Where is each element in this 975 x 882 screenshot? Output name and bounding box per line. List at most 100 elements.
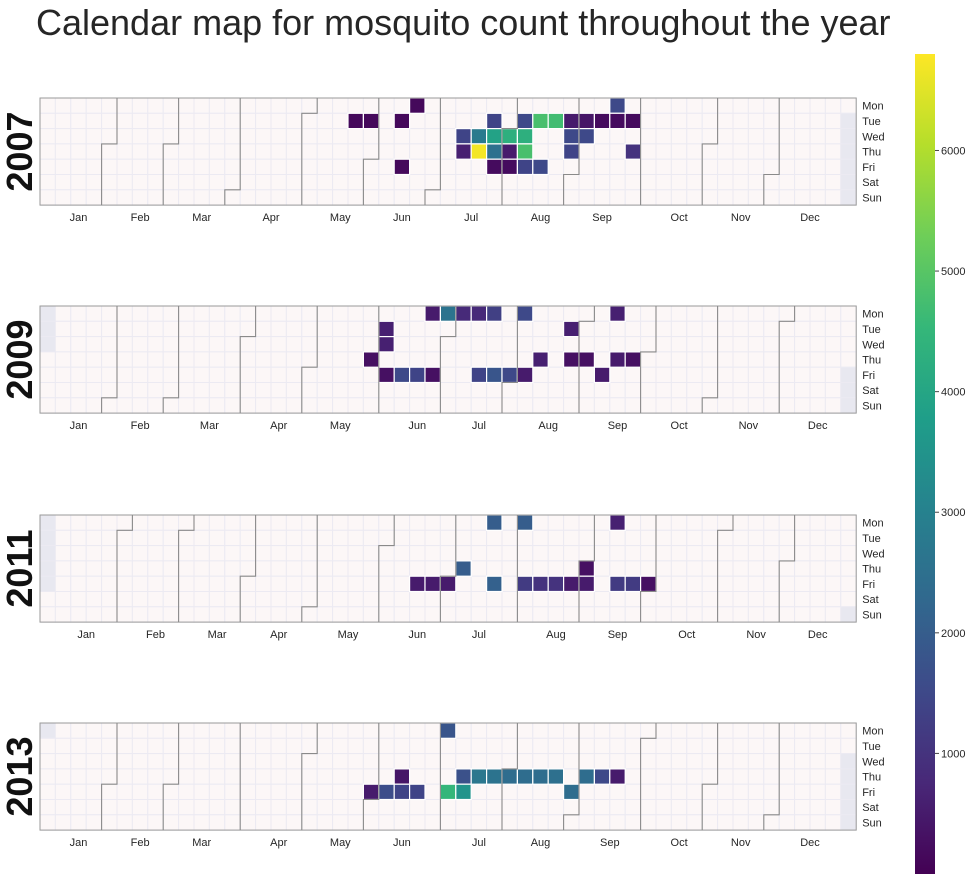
day-cell [70, 336, 87, 353]
day-cell [532, 560, 549, 577]
outside-cell [840, 366, 857, 384]
day-cell [178, 97, 195, 114]
day-cell [563, 514, 580, 531]
day-cell [101, 97, 118, 114]
day-cell [285, 320, 303, 338]
day-cell [470, 320, 488, 338]
day-cell [563, 97, 580, 114]
day-cell [255, 814, 272, 831]
day-cell [70, 529, 87, 547]
day-cell [393, 397, 411, 414]
data-cell [532, 351, 549, 368]
day-cell [701, 545, 719, 562]
month-label: Nov [731, 212, 751, 224]
day-cell [116, 560, 133, 577]
day-cell [655, 783, 672, 801]
month-label: Dec [808, 629, 828, 641]
day-cell [162, 606, 180, 623]
day-cell [763, 351, 780, 368]
day-cell [439, 737, 457, 755]
day-cell [208, 97, 226, 114]
data-cell [562, 143, 580, 160]
day-cell [593, 514, 611, 531]
day-cell [701, 336, 719, 353]
day-cell [424, 514, 441, 531]
day-cell [39, 768, 56, 785]
data-cell [578, 112, 595, 130]
weekday-label: Sun [862, 192, 882, 204]
day-cell [409, 174, 426, 191]
day-cell [424, 143, 441, 160]
data-cell [609, 97, 626, 114]
month-boundary [640, 515, 657, 623]
day-cell [70, 545, 87, 562]
month-label: Feb [131, 212, 150, 224]
day-cell [840, 514, 857, 531]
day-cell [778, 382, 796, 399]
day-cell [224, 737, 241, 755]
day-cell [609, 814, 626, 831]
day-cell [362, 737, 380, 755]
day-cell [501, 737, 518, 755]
day-cell [131, 575, 149, 593]
day-cell [640, 768, 657, 785]
day-cell [285, 336, 303, 353]
weekday-label: Thu [862, 147, 881, 159]
day-cell [701, 366, 719, 384]
day-cell [794, 112, 811, 130]
day-cell [347, 366, 364, 384]
day-cell [378, 814, 395, 831]
month-boundary [101, 98, 118, 206]
day-cell [131, 737, 149, 755]
day-cell [393, 545, 411, 562]
day-cell [470, 591, 488, 608]
day-cell [747, 366, 765, 384]
day-cell [424, 545, 441, 562]
day-cell [347, 722, 364, 739]
day-cell [486, 189, 503, 206]
day-cell [378, 737, 395, 755]
day-cell [563, 189, 580, 206]
day-cell [178, 606, 195, 623]
day-cell [178, 158, 195, 175]
day-cell [270, 768, 287, 785]
day-cell [824, 336, 842, 353]
day-cell [85, 737, 103, 755]
day-cell [131, 560, 149, 577]
day-cell [362, 560, 380, 577]
day-cell [178, 320, 195, 338]
day-cell [732, 366, 749, 384]
day-cell [439, 545, 457, 562]
day-cell [347, 158, 364, 175]
day-cell [624, 591, 642, 608]
day-cell [301, 783, 318, 801]
day-cell [547, 320, 565, 338]
day-cell [609, 397, 626, 414]
day-cell [270, 799, 287, 816]
day-cell [701, 768, 719, 785]
day-cell [101, 158, 118, 175]
day-cell [285, 305, 303, 322]
day-cell [162, 336, 180, 353]
day-cell [301, 560, 318, 577]
day-cell [778, 722, 796, 739]
day-cell [516, 320, 534, 338]
day-cell [655, 97, 672, 114]
data-cell [578, 351, 595, 368]
month-boundary [239, 306, 257, 414]
day-cell [162, 158, 180, 175]
outside-cell [840, 112, 857, 130]
day-cell [347, 514, 364, 531]
day-cell [347, 397, 364, 414]
data-cell [409, 366, 426, 384]
day-cell [85, 768, 103, 785]
day-cell [316, 305, 334, 322]
day-cell [840, 305, 857, 322]
day-cell [362, 336, 380, 353]
day-cell [285, 722, 303, 739]
day-cell [131, 591, 149, 608]
day-cell [193, 112, 210, 130]
day-cell [732, 722, 749, 739]
data-cell [470, 366, 488, 384]
day-cell [255, 158, 272, 175]
